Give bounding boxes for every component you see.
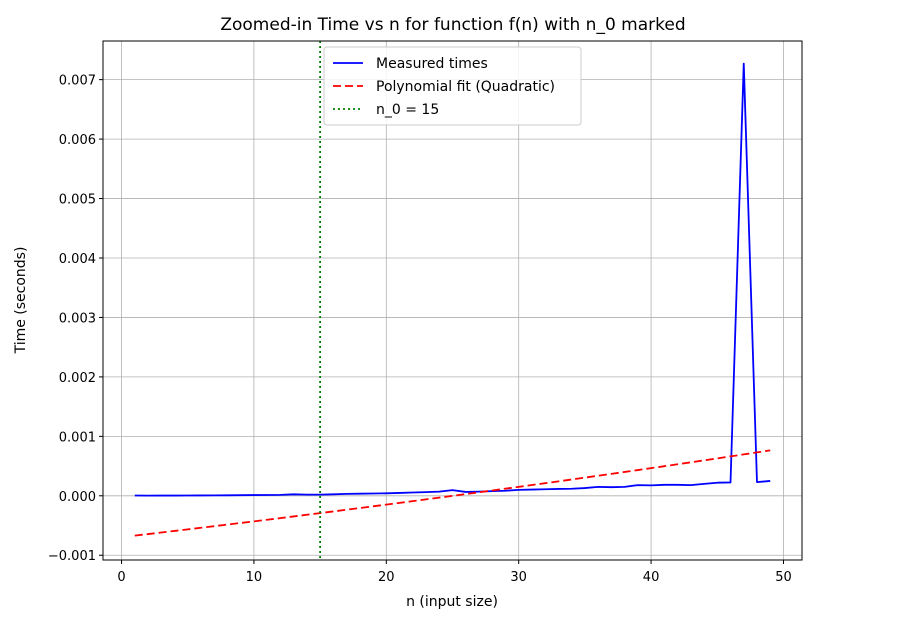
x-tick-label: 0 bbox=[117, 570, 125, 585]
plot-frame bbox=[102, 40, 803, 561]
legend-label: Polynomial fit (Quadratic) bbox=[376, 79, 555, 95]
series-polynomial-fit-quadratic-line bbox=[134, 449, 771, 537]
y-tick-label: 0.005 bbox=[59, 193, 96, 208]
x-tick-label: 40 bbox=[643, 570, 660, 585]
y-tick-label: −0.001 bbox=[48, 549, 96, 564]
series-measured-times-line bbox=[134, 62, 771, 497]
grid bbox=[103, 41, 802, 560]
y-tick-label: 0.007 bbox=[59, 74, 96, 89]
y-tick-label: 0.004 bbox=[59, 252, 96, 267]
x-axis-label: n (input size) bbox=[406, 594, 498, 610]
x-tick-label: 50 bbox=[775, 570, 792, 585]
legend-label: Measured times bbox=[376, 56, 488, 72]
x-tick-label: 10 bbox=[246, 570, 263, 585]
legend-label: n_0 = 15 bbox=[376, 102, 439, 118]
y-axis-label: Time (seconds) bbox=[13, 247, 29, 355]
x-tick-label: 20 bbox=[378, 570, 395, 585]
legend: Measured times Polynomial fit (Quadratic)… bbox=[323, 46, 582, 126]
y-tick-label: 0.001 bbox=[59, 430, 96, 445]
y-axis-ticks: −0.001 0.000 0.001 0.002 0.003 0.004 0.005 0.00… bbox=[48, 74, 103, 564]
y-tick-label: 0.006 bbox=[59, 133, 96, 148]
y-tick-label: 0.000 bbox=[59, 490, 96, 505]
x-axis-ticks: 0 10 20 30 40 50 bbox=[117, 560, 792, 585]
chart-title: Zoomed-in Time vs n for function f(n) wi… bbox=[220, 15, 685, 35]
legend-box bbox=[323, 46, 582, 126]
y-tick-label: 0.002 bbox=[59, 371, 96, 386]
x-tick-label: 30 bbox=[510, 570, 527, 585]
series-layer bbox=[134, 41, 771, 560]
y-tick-label: 0.003 bbox=[59, 311, 96, 326]
